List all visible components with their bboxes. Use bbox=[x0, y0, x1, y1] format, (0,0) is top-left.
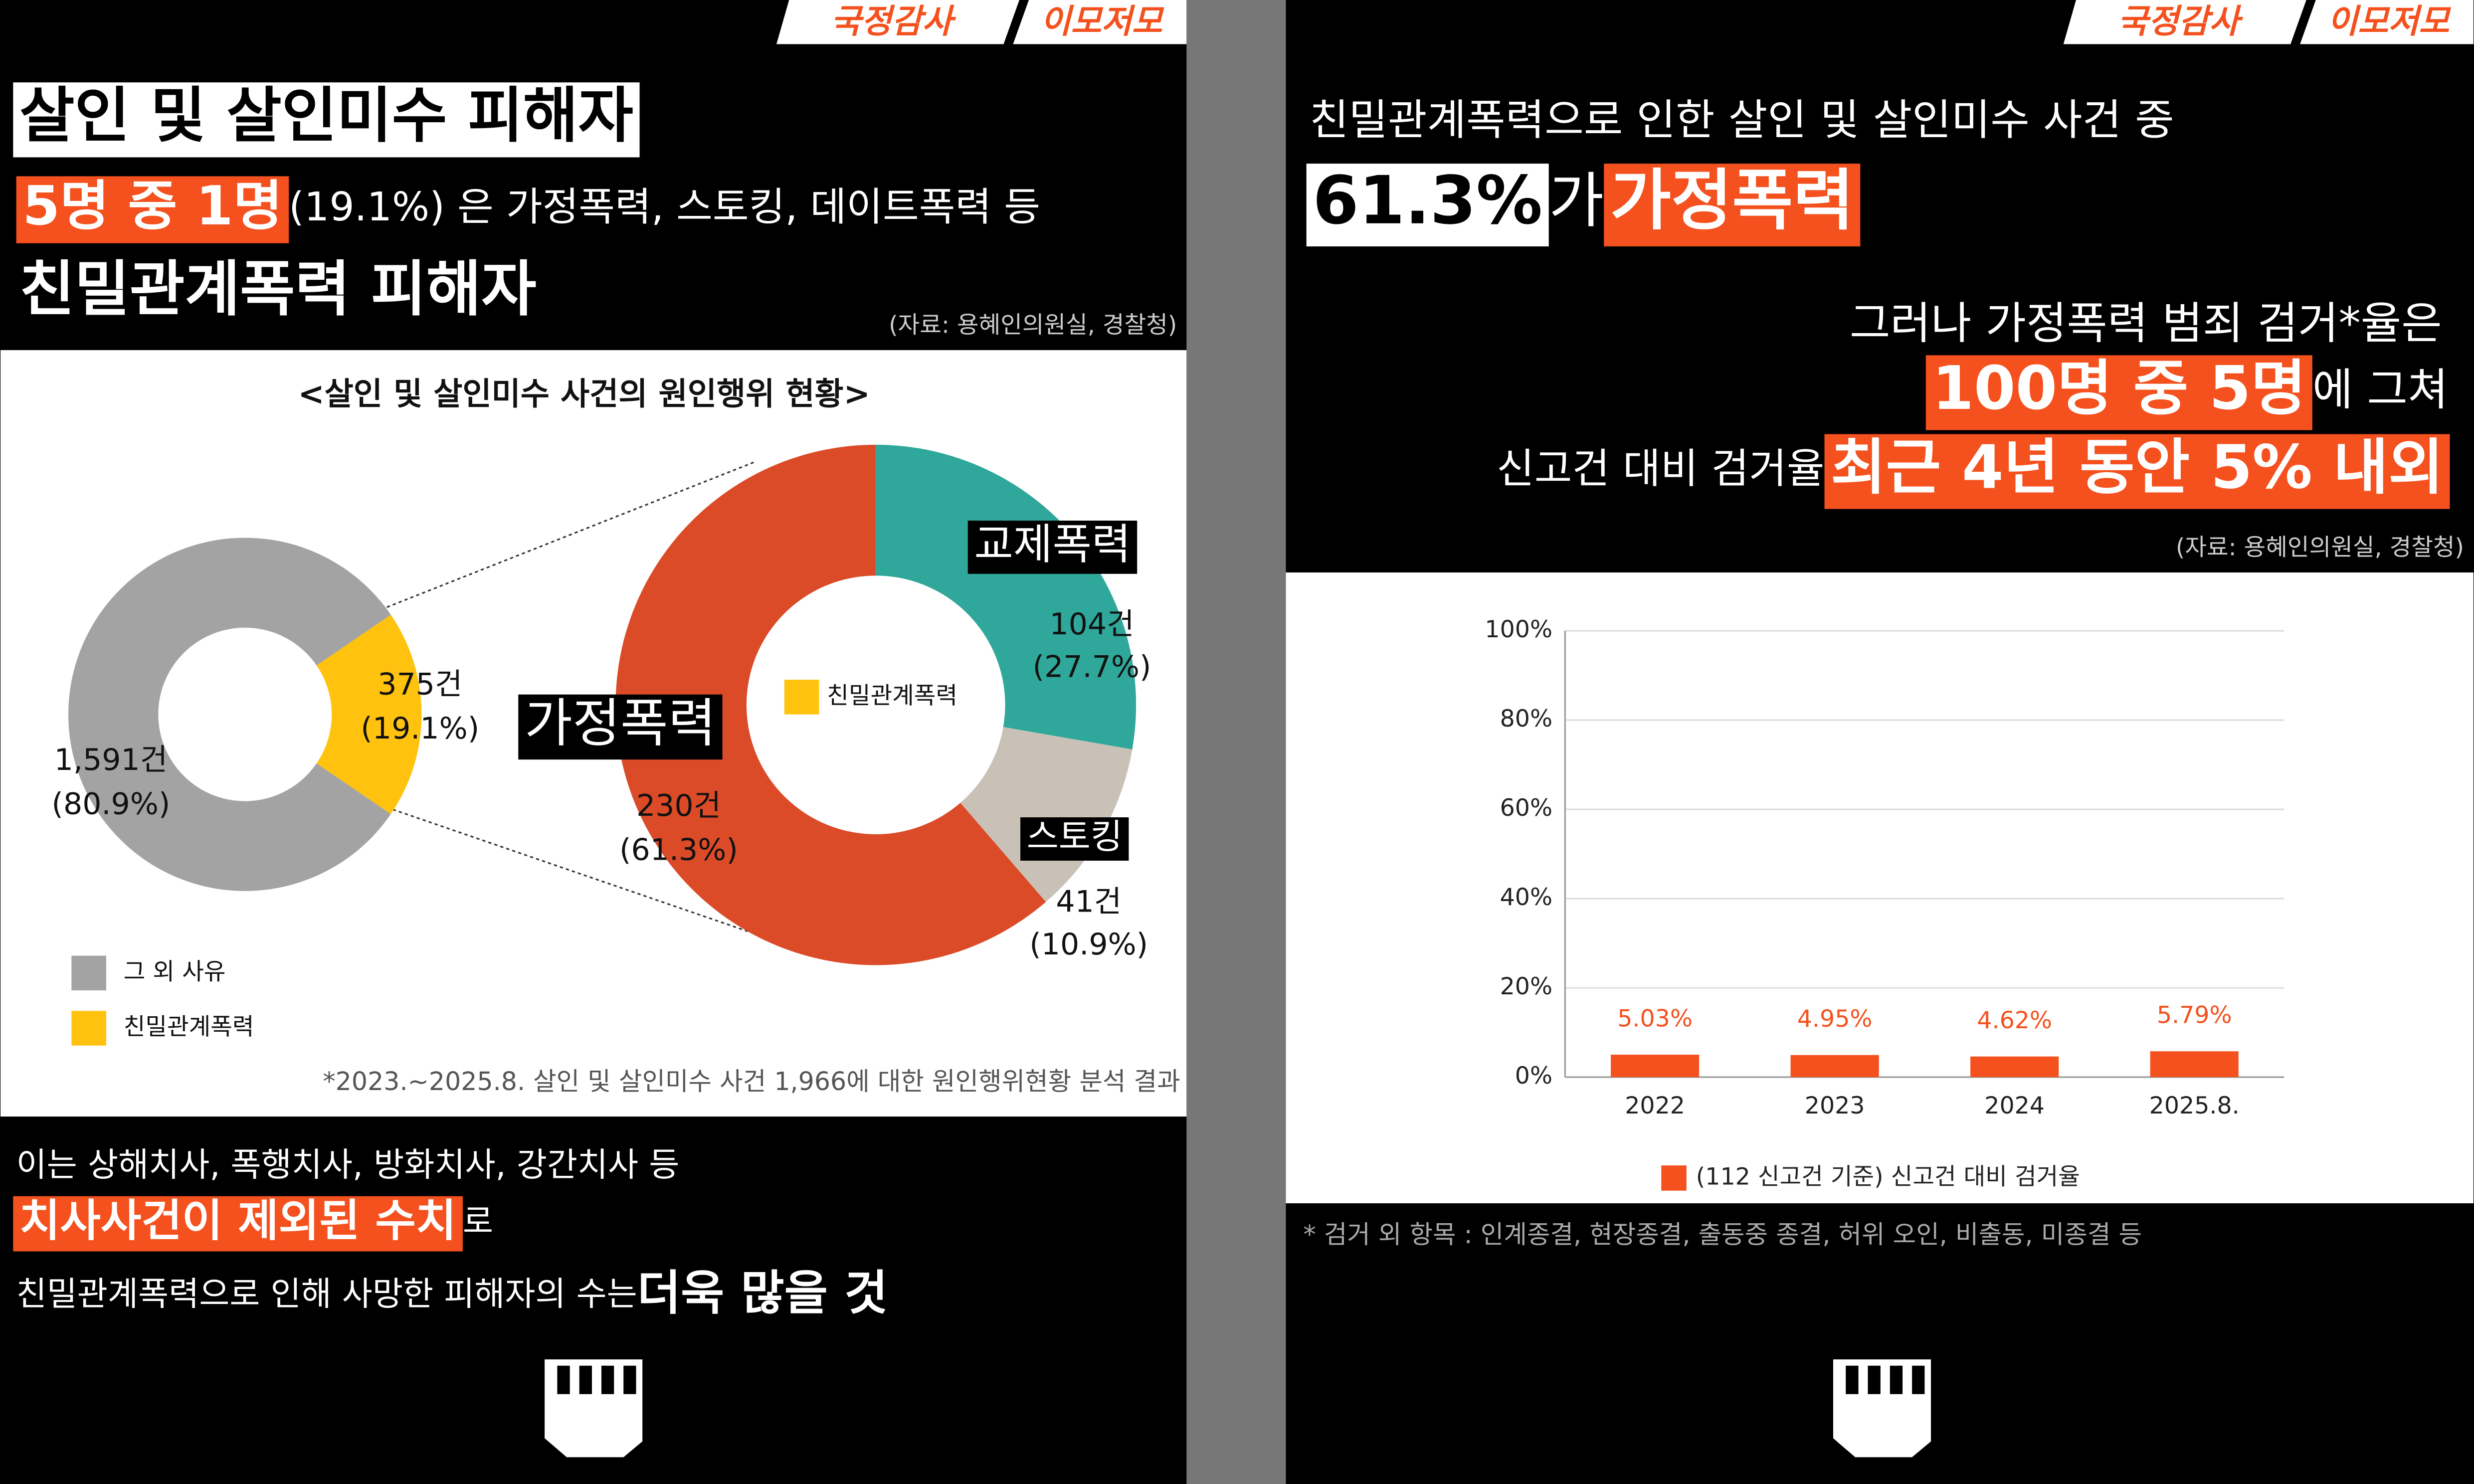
footnote: *2023.~2025.8. 살인 및 살인미수 사건 1,966에 대한 원인… bbox=[323, 1067, 1180, 1096]
category-label: 가정폭력 bbox=[525, 693, 716, 754]
headline: 가정폭력 bbox=[1610, 163, 1854, 239]
highlight bbox=[13, 82, 640, 158]
headline: 최근 4년 동안 5% 내외 bbox=[1831, 432, 2444, 502]
slice bbox=[615, 444, 1046, 965]
share-label: (27.7%) bbox=[1033, 650, 1151, 685]
share-label: (10.9%) bbox=[1029, 927, 1148, 962]
headline: 신고건 대비 검거율 bbox=[1497, 445, 1824, 493]
badge-bg bbox=[2063, 0, 2474, 44]
badge-bg bbox=[776, 0, 1187, 44]
category-box bbox=[518, 694, 723, 760]
y-tick-label: 0% bbox=[1515, 1062, 1552, 1090]
badge-slash bbox=[1003, 0, 1029, 44]
logo bbox=[1833, 1359, 1931, 1458]
slice bbox=[68, 538, 391, 891]
legend-label: (112 신고건 기준) 신고건 대비 검거율 bbox=[1696, 1163, 2080, 1190]
headline: 에 그쳐 bbox=[2312, 364, 2449, 415]
connector bbox=[386, 806, 755, 934]
value-label: 375건 bbox=[378, 667, 462, 702]
category-box bbox=[967, 521, 1138, 574]
headline: 61.3% bbox=[1313, 163, 1542, 239]
headline: 가 bbox=[1549, 166, 1604, 236]
highlight bbox=[16, 176, 289, 243]
value-label: 4.62% bbox=[1977, 1007, 2052, 1034]
legend-swatch bbox=[71, 1011, 106, 1046]
value-label: 5.03% bbox=[1617, 1005, 1693, 1032]
category-box bbox=[1020, 817, 1129, 861]
slice bbox=[960, 727, 1133, 902]
headline: 100명 중 5명 bbox=[1932, 354, 2306, 423]
y-tick-label: 100% bbox=[1485, 616, 1552, 643]
headline: 그러나 가정폭력 범죄 검거*율은 bbox=[1850, 298, 2442, 349]
connector bbox=[386, 461, 755, 608]
value-label: 41건 bbox=[1056, 885, 1122, 920]
source: (자료: 용혜인의원실, 경찰청) bbox=[889, 312, 1177, 339]
x-tick-label: 2025.8. bbox=[2149, 1092, 2240, 1119]
highlight bbox=[1925, 355, 2312, 430]
bar bbox=[1790, 1055, 1879, 1078]
share-label: (19.1%) bbox=[361, 711, 479, 746]
highlight bbox=[1306, 164, 1549, 247]
divider bbox=[1186, 0, 1286, 1484]
note: 이는 상해치사, 폭행치사, 방화치사, 강간치사 등 bbox=[16, 1145, 680, 1184]
badge-text: 국정감사 bbox=[2117, 2, 2243, 41]
headline: 5명 중 1명 bbox=[22, 175, 282, 237]
right-chart-panel bbox=[1286, 572, 2474, 1204]
chart-title: <살인 및 살인미수 사건의 원인행위 현황> bbox=[298, 375, 870, 412]
note: 더욱 많을 것 bbox=[637, 1266, 888, 1321]
bar bbox=[1970, 1056, 2059, 1078]
value-label: 1,591건 bbox=[54, 742, 168, 777]
highlight bbox=[1604, 164, 1861, 247]
headline: 친밀관계폭력 피해자 bbox=[19, 254, 537, 324]
logo bbox=[545, 1359, 643, 1458]
bar bbox=[1611, 1055, 1700, 1078]
headline: 살인 및 살인미수 피해자 bbox=[19, 81, 633, 151]
bar bbox=[2150, 1051, 2239, 1078]
center-label: 친밀관계폭력 bbox=[827, 682, 957, 710]
badge-text: 국정감사 bbox=[831, 2, 956, 41]
center-swatch bbox=[784, 680, 819, 715]
slice bbox=[316, 614, 422, 814]
headline: (19.1%) 은 가정폭력, 스토킹, 데이트폭력 등 bbox=[289, 184, 1040, 230]
note: 친밀관계폭력으로 인해 사망한 피해자의 수는 bbox=[16, 1275, 637, 1313]
y-tick-label: 60% bbox=[1500, 794, 1552, 822]
category-label: 교제폭력 bbox=[974, 520, 1131, 569]
headline: 친밀관계폭력으로 인한 살인 및 살인미수 사건 중 bbox=[1310, 96, 2174, 145]
legend-swatch bbox=[71, 955, 106, 991]
value-label: 4.95% bbox=[1797, 1005, 1873, 1033]
legend-label: 그 외 사유 bbox=[124, 958, 226, 985]
badge-text: 이모저모 bbox=[1040, 2, 1164, 41]
share-label: (61.3%) bbox=[619, 832, 738, 867]
note: 치사사건이 제외된 수치 bbox=[19, 1195, 456, 1247]
value-label: 104건 bbox=[1050, 607, 1135, 642]
source: (자료: 용혜인의원실, 경찰청) bbox=[2176, 534, 2464, 561]
legend-swatch bbox=[1661, 1165, 1687, 1191]
footnote: * 검거 외 항목 : 인계종결, 현장종결, 출동중 종결, 허위 오인, 비… bbox=[1303, 1220, 2142, 1249]
x-tick-label: 2023 bbox=[1805, 1092, 1865, 1119]
note: 로 bbox=[463, 1202, 493, 1241]
y-tick-label: 40% bbox=[1500, 884, 1552, 911]
y-tick-label: 80% bbox=[1500, 705, 1552, 733]
y-tick-label: 20% bbox=[1500, 973, 1552, 1000]
share-label: (80.9%) bbox=[52, 787, 171, 822]
badge-slash bbox=[2290, 0, 2316, 44]
x-tick-label: 2022 bbox=[1625, 1092, 1685, 1119]
highlight bbox=[1824, 434, 2450, 509]
highlight bbox=[13, 1196, 463, 1252]
category-label: 스토킹 bbox=[1027, 817, 1123, 857]
slice bbox=[876, 444, 1137, 749]
value-label: 5.79% bbox=[2157, 1002, 2232, 1029]
x-tick-label: 2024 bbox=[1984, 1092, 2045, 1119]
badge-text: 이모저모 bbox=[2327, 2, 2451, 41]
legend-label: 친밀관계폭력 bbox=[124, 1013, 254, 1041]
value-label: 230건 bbox=[636, 788, 721, 823]
